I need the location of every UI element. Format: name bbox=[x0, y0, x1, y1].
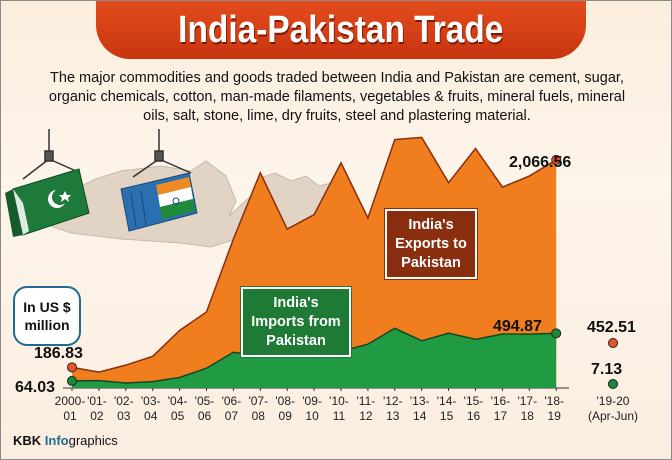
credit-line: KBK Infographics bbox=[13, 433, 118, 448]
crane-hooks bbox=[22, 129, 192, 180]
x-tick-label: '09-10 bbox=[302, 394, 322, 423]
india-container-icon bbox=[120, 172, 198, 232]
exports-first-point bbox=[67, 362, 77, 373]
x-tick-label: '03-04 bbox=[141, 394, 161, 423]
imports-last-point bbox=[551, 328, 562, 339]
x-axis-ticks: 2000-01'01-02 '02-03 '03-04 '04-05 '05-06 '06… bbox=[55, 388, 638, 423]
x-tick-label: '06-07 bbox=[222, 394, 242, 423]
exports-area bbox=[72, 137, 557, 388]
imports-last-value-label: 494.87 bbox=[493, 318, 542, 335]
x-tick-label: '01-02 bbox=[87, 394, 107, 423]
chart-points bbox=[67, 154, 618, 389]
x-tick-label: '16-17 bbox=[491, 394, 511, 423]
unit-label: In US $ million bbox=[13, 286, 81, 346]
x-tick-label: '15-16 bbox=[464, 394, 484, 423]
chart-areas bbox=[71, 136, 557, 388]
x-tick-label: '11-12 bbox=[357, 394, 376, 423]
imports-first-point bbox=[67, 375, 77, 386]
exports-last-value-label: 2,066.56 bbox=[509, 154, 571, 171]
page-title: India-Pakistan Trade bbox=[178, 8, 504, 51]
credit-brand: KBK bbox=[13, 433, 42, 448]
x-tick-label: '17-18 bbox=[517, 394, 537, 423]
imports-extra-value-label: 7.13 bbox=[591, 361, 622, 378]
credit-info: Info bbox=[44, 433, 69, 448]
pakistan-container-icon bbox=[5, 168, 90, 237]
x-tick-label: '18-19 bbox=[544, 394, 564, 423]
exports-line bbox=[71, 136, 557, 373]
x-tick-label: '14-15 bbox=[437, 394, 457, 423]
x-tick-label: '12-13 bbox=[383, 394, 403, 423]
x-tick-label: '10-11 bbox=[329, 394, 349, 423]
x-tick-label: '13-14 bbox=[410, 394, 430, 423]
exports-last-point bbox=[551, 154, 562, 165]
exports-legend-label: India's Exports to Pakistan bbox=[385, 209, 477, 279]
x-tick-label-extra: '19-20 (Apr-Jun) bbox=[588, 394, 638, 423]
x-tick-label: '08-09 bbox=[275, 394, 295, 423]
x-tick-label: '04-05 bbox=[168, 394, 188, 423]
imports-extra-point bbox=[608, 379, 618, 389]
imports-legend-label: India's Imports from Pakistan bbox=[241, 287, 351, 357]
x-tick-label: '05-06 bbox=[195, 394, 215, 423]
exports-extra-point bbox=[608, 338, 618, 348]
credit-graphics: graphics bbox=[68, 433, 118, 448]
description-text: The major commodities and goods traded b… bbox=[48, 70, 626, 124]
imports-line bbox=[71, 327, 557, 384]
exports-first-value-label: 186.83 bbox=[34, 345, 83, 362]
exports-extra-value-label: 452.51 bbox=[587, 319, 636, 336]
x-tick-label: '07-08 bbox=[248, 394, 268, 423]
imports-first-value-label: 64.03 bbox=[15, 379, 55, 396]
x-tick-label: 2000-01 bbox=[55, 394, 86, 423]
x-tick-label: '02-03 bbox=[114, 394, 134, 423]
title-banner: India-Pakistan Trade bbox=[96, 1, 586, 59]
